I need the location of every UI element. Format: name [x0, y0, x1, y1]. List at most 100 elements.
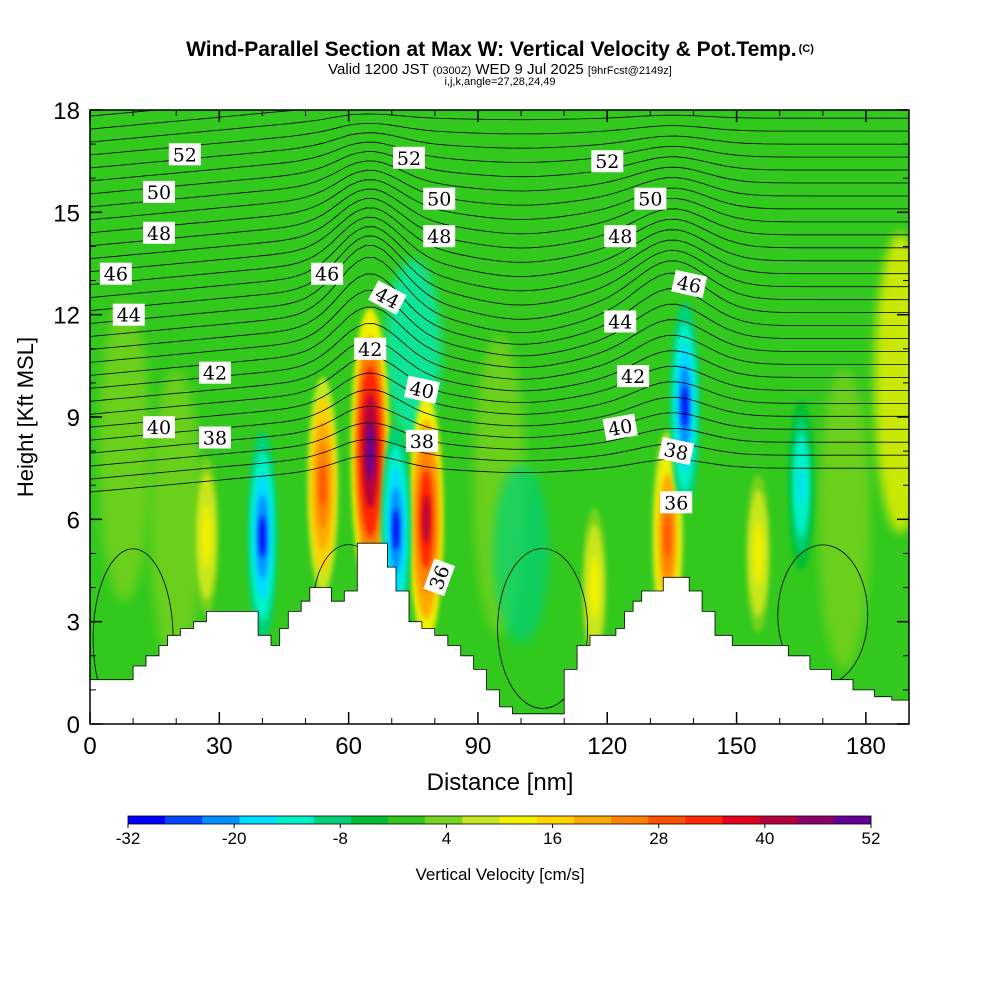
downdraft-cell [393, 508, 400, 551]
theta-label-box [143, 180, 175, 203]
colorbar-swatch [759, 816, 797, 824]
x-tick-label: 180 [846, 733, 886, 760]
grid-indices: i,j,k,angle=27,28,24,49 [444, 76, 556, 88]
theta-contour-line [90, 256, 909, 337]
theta-label: 42 [617, 365, 650, 388]
y-tick-label: 18 [53, 98, 80, 125]
theta-label-text: 50 [427, 189, 451, 211]
theta-label-box [658, 437, 695, 466]
colorbar-tick-label: 52 [862, 829, 881, 848]
y-tick-label: 15 [53, 200, 80, 227]
x-tick-label: 60 [335, 733, 362, 760]
theta-label-text: 38 [662, 439, 690, 466]
theta-label-box [393, 146, 425, 169]
colorbar-swatch [722, 816, 760, 824]
copyright-mark: (C) [798, 43, 814, 55]
colorbar-swatch [128, 816, 166, 824]
colorbar-swatch [499, 816, 537, 824]
updraft-cell [319, 463, 326, 507]
colorbar-tick-label: 16 [543, 829, 562, 848]
updraft-cell [366, 422, 375, 480]
theta-label-text: 36 [664, 492, 688, 514]
theta-contour-line [90, 188, 909, 247]
theta-label: 38 [405, 429, 438, 453]
theta-label: 40 [143, 416, 175, 439]
theta-label-box [617, 365, 650, 388]
theta-contour-line [90, 235, 909, 311]
theta-contour-line [90, 244, 909, 324]
theta-label-text: 50 [638, 189, 662, 211]
y-tick-label: 9 [67, 405, 80, 432]
theta-contour-line [90, 273, 909, 350]
colorbar-tick-label: -32 [116, 829, 141, 848]
theta-contour-line [90, 123, 909, 156]
theta-label-box [99, 262, 132, 285]
y-axis-label: Height [Kft MSL] [13, 337, 38, 497]
theta-contour-line [90, 372, 909, 428]
colorbar-swatch [796, 816, 835, 824]
weak-ascent-band [98, 301, 151, 602]
theta-label: 50 [143, 180, 175, 204]
theta-label: 36 [660, 491, 693, 514]
weak-descent-band [493, 463, 550, 644]
theta-contour-line [90, 179, 909, 234]
theta-contour-line [90, 141, 909, 182]
theta-label-box [368, 280, 407, 315]
y-tick-label: 3 [67, 610, 80, 637]
colorbar-swatch [610, 816, 649, 824]
theta-label: 52 [393, 146, 425, 170]
colorbar-tick-label: 4 [442, 829, 451, 848]
x-tick-label: 30 [206, 733, 233, 760]
theta-label-text: 42 [203, 363, 227, 385]
theta-label: 40 [403, 375, 440, 404]
theta-contour-line [90, 226, 909, 298]
colorbar: -32 -20 -8 4 16 28 40 52 [116, 815, 881, 848]
colorbar-swatch [425, 816, 463, 824]
colorbar-swatch [313, 816, 352, 824]
x-tick-label: 0 [83, 733, 96, 760]
theta-label: 48 [143, 221, 175, 245]
colorbar-swatch [573, 816, 612, 824]
theta-label-box [199, 426, 231, 449]
theta-label-box [405, 429, 438, 452]
colorbar-swatch [165, 816, 203, 824]
theta-label-box [143, 221, 175, 244]
colorbar-swatch [685, 816, 723, 824]
y-tick-label: 6 [67, 507, 80, 534]
theta-label: 46 [99, 262, 132, 286]
theta-contour-line [90, 151, 909, 195]
colorbar-swatch [350, 816, 389, 824]
theta-label-box [604, 225, 637, 248]
colorbar-swatch [388, 816, 426, 824]
theta-label-text: 44 [608, 312, 632, 334]
theta-label-box [423, 225, 456, 248]
theta-contour-line [90, 160, 909, 208]
y-tick-label: 0 [67, 712, 80, 739]
theta-label-box [604, 310, 637, 333]
theta-label-box [143, 416, 175, 439]
theta-label-box [591, 150, 624, 173]
theta-label-text: 52 [173, 144, 197, 166]
updraft-cell [591, 571, 597, 604]
theta-label-box [403, 375, 440, 404]
theta-contour-line [497, 548, 589, 709]
theta-label-text: 46 [104, 264, 128, 286]
x-axis: 0 30 60 90 120 150 180 [83, 110, 910, 760]
downdraft-cell [681, 385, 688, 428]
theta-label-box [634, 187, 667, 210]
weak-ascent-band [818, 369, 871, 670]
x-tick-label: 120 [587, 733, 627, 760]
theta-label-box [199, 361, 231, 384]
theta-label: 38 [199, 426, 231, 450]
theta-label-text: 42 [621, 366, 645, 388]
theta-label-box [112, 303, 145, 326]
theta-label-text: 48 [608, 226, 632, 248]
terrain-mask [90, 542, 909, 724]
theta-label-text: 40 [607, 415, 635, 441]
colorbar-swatch [276, 816, 315, 824]
theta-contour-line [90, 455, 909, 493]
theta-label-text: 40 [408, 377, 436, 404]
updraft-cell [664, 515, 671, 558]
